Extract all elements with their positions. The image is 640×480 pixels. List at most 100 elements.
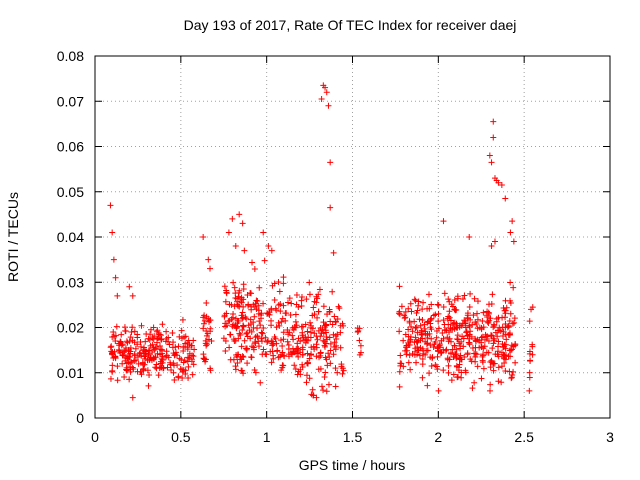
data-point	[459, 333, 466, 340]
data-point	[480, 365, 487, 372]
data-point	[472, 353, 479, 360]
data-point	[451, 297, 458, 304]
data-point	[450, 371, 457, 378]
data-point	[207, 265, 214, 272]
data-point	[111, 348, 118, 355]
data-point	[474, 298, 481, 305]
data-point	[476, 337, 483, 344]
data-point	[434, 301, 441, 308]
data-point	[416, 352, 423, 359]
data-point	[126, 376, 133, 383]
data-point	[275, 278, 282, 285]
data-point	[507, 279, 514, 286]
data-point	[232, 243, 239, 250]
data-point	[241, 337, 248, 344]
data-point	[274, 348, 281, 355]
data-point	[495, 338, 502, 345]
data-point	[137, 349, 144, 356]
data-point	[503, 336, 510, 343]
data-point	[260, 229, 267, 236]
data-point	[356, 337, 363, 344]
data-point	[512, 341, 519, 348]
x-tick-labels: 0 0.5 1 1.5 2 2.5 3	[91, 429, 614, 445]
data-point	[332, 365, 339, 372]
data-point	[466, 303, 473, 310]
data-point	[285, 345, 292, 352]
y-tick-label: 0.02	[57, 320, 84, 336]
data-point	[310, 304, 317, 311]
data-point	[276, 288, 283, 295]
data-point	[320, 319, 327, 326]
data-point	[236, 211, 243, 218]
data-point	[169, 344, 176, 351]
data-point	[501, 341, 508, 348]
data-point	[107, 202, 114, 209]
data-point	[441, 290, 448, 297]
data-point	[326, 353, 333, 360]
data-point	[109, 367, 116, 374]
data-point	[158, 336, 165, 343]
data-point	[529, 351, 536, 358]
data-point	[355, 327, 362, 334]
data-point	[182, 333, 189, 340]
data-point	[357, 349, 364, 356]
data-point	[254, 334, 261, 341]
data-point	[129, 292, 136, 299]
data-point	[171, 362, 178, 369]
data-point	[238, 343, 245, 350]
data-point	[448, 338, 455, 345]
data-point	[466, 341, 473, 348]
data-point	[409, 328, 416, 335]
data-point	[286, 295, 293, 302]
data-point	[319, 326, 326, 333]
data-point	[314, 336, 321, 343]
data-point	[146, 347, 153, 354]
data-point	[142, 338, 149, 345]
data-point	[131, 339, 138, 346]
data-point	[408, 308, 415, 315]
data-point	[501, 360, 508, 367]
data-point	[284, 299, 291, 306]
x-tick-label: 0	[91, 429, 99, 445]
data-point	[251, 338, 258, 345]
data-point	[269, 342, 276, 349]
data-point	[481, 336, 488, 343]
data-point	[109, 229, 116, 236]
data-point	[280, 336, 287, 343]
data-point	[396, 328, 403, 335]
data-point	[271, 296, 278, 303]
data-point	[116, 340, 123, 347]
data-point	[324, 362, 331, 369]
data-point	[227, 356, 234, 363]
data-point	[299, 344, 306, 351]
data-point	[306, 375, 313, 382]
data-point	[267, 348, 274, 355]
data-point	[239, 322, 246, 329]
data-point	[402, 347, 409, 354]
data-point	[444, 315, 451, 322]
data-point	[176, 333, 183, 340]
data-point	[146, 372, 153, 379]
data-point	[451, 342, 458, 349]
data-point	[290, 326, 297, 333]
data-point	[299, 332, 306, 339]
data-point	[275, 301, 282, 308]
data-point	[526, 350, 533, 357]
data-point	[150, 336, 157, 343]
data-point	[262, 334, 269, 341]
data-point	[239, 326, 246, 333]
data-point	[290, 336, 297, 343]
data-point	[114, 377, 121, 384]
data-point	[334, 331, 341, 338]
data-point	[413, 359, 420, 366]
data-point	[109, 362, 116, 369]
data-point	[304, 360, 311, 367]
data-point	[284, 338, 291, 345]
data-point	[459, 296, 466, 303]
data-point	[323, 89, 330, 96]
data-point	[529, 343, 536, 350]
data-point	[258, 329, 265, 336]
data-point	[285, 351, 292, 358]
data-point	[142, 355, 149, 362]
